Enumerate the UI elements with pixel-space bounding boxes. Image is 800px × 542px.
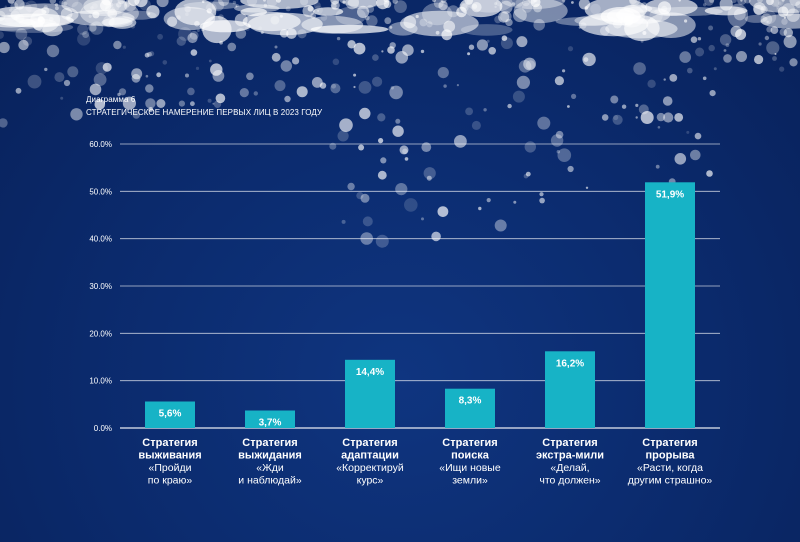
data-label: 16,2% bbox=[556, 358, 584, 369]
x-tick-motto: по краю» bbox=[148, 475, 193, 487]
bar bbox=[245, 410, 295, 428]
x-tick-label: Стратегия bbox=[642, 437, 697, 449]
x-tick-motto: что должен» bbox=[539, 475, 600, 487]
diagram-number: Диаграмма 6 bbox=[86, 95, 136, 104]
y-tick-label: 10.0% bbox=[89, 377, 112, 386]
x-tick-label: Стратегия bbox=[242, 437, 297, 449]
x-tick-label: Стратегия bbox=[542, 437, 597, 449]
y-tick-label: 20.0% bbox=[89, 329, 112, 338]
x-tick-label: прорыва bbox=[646, 450, 696, 462]
bar bbox=[145, 401, 195, 428]
y-axis: 0.0% 10.0% 20.0% 30.0% 40.0% 50.0% 60.0% bbox=[89, 140, 112, 433]
x-tick-label: поиска bbox=[451, 450, 490, 462]
x-tick-motto: и наблюдай» bbox=[238, 475, 302, 487]
y-tick-label: 60.0% bbox=[89, 140, 112, 149]
bar bbox=[545, 351, 595, 428]
x-tick-label: выжидания bbox=[238, 450, 302, 462]
foam-texture bbox=[0, 0, 800, 248]
x-tick-motto: «Корректируй bbox=[336, 462, 404, 474]
y-tick-label: 50.0% bbox=[89, 187, 112, 196]
data-label: 51,9% bbox=[656, 189, 684, 200]
x-tick-label: выживания bbox=[138, 450, 201, 462]
x-tick-motto: «Жди bbox=[256, 462, 284, 474]
data-label: 3,7% bbox=[259, 418, 282, 429]
y-tick-label: 40.0% bbox=[89, 235, 112, 244]
bar bbox=[645, 182, 695, 428]
bar bbox=[345, 359, 395, 428]
x-tick-label: адаптации bbox=[341, 450, 399, 462]
x-tick-motto: «Расти, когда bbox=[637, 462, 703, 474]
y-tick-label: 0.0% bbox=[94, 424, 112, 433]
x-tick-label: Стратегия bbox=[142, 437, 197, 449]
x-tick-motto: «Пройди bbox=[149, 462, 192, 474]
x-tick-motto: другим страшно» bbox=[628, 475, 713, 487]
data-label: 8,3% bbox=[459, 396, 482, 407]
x-tick-motto: «Ищи новые bbox=[439, 462, 501, 474]
x-tick-motto: «Делай, bbox=[550, 462, 589, 474]
data-label: 5,6% bbox=[159, 409, 182, 420]
data-label: 14,4% bbox=[356, 367, 384, 378]
bar bbox=[445, 388, 495, 428]
x-tick-motto: курс» bbox=[357, 475, 384, 487]
chart-title: СТРАТЕГИЧЕСКОЕ НАМЕРЕНИЕ ПЕРВЫХ ЛИЦ В 20… bbox=[86, 108, 323, 117]
bars: 5,6% 3,7% 14,4% 8,3% 16,2% 51,9% bbox=[145, 182, 695, 429]
grid-lines bbox=[120, 143, 720, 429]
x-tick-label: экстра-мили bbox=[536, 450, 604, 462]
x-tick-label: Стратегия bbox=[342, 437, 397, 449]
x-tick-motto: земли» bbox=[452, 475, 488, 487]
x-tick-label: Стратегия bbox=[442, 437, 497, 449]
y-tick-label: 30.0% bbox=[89, 282, 112, 291]
